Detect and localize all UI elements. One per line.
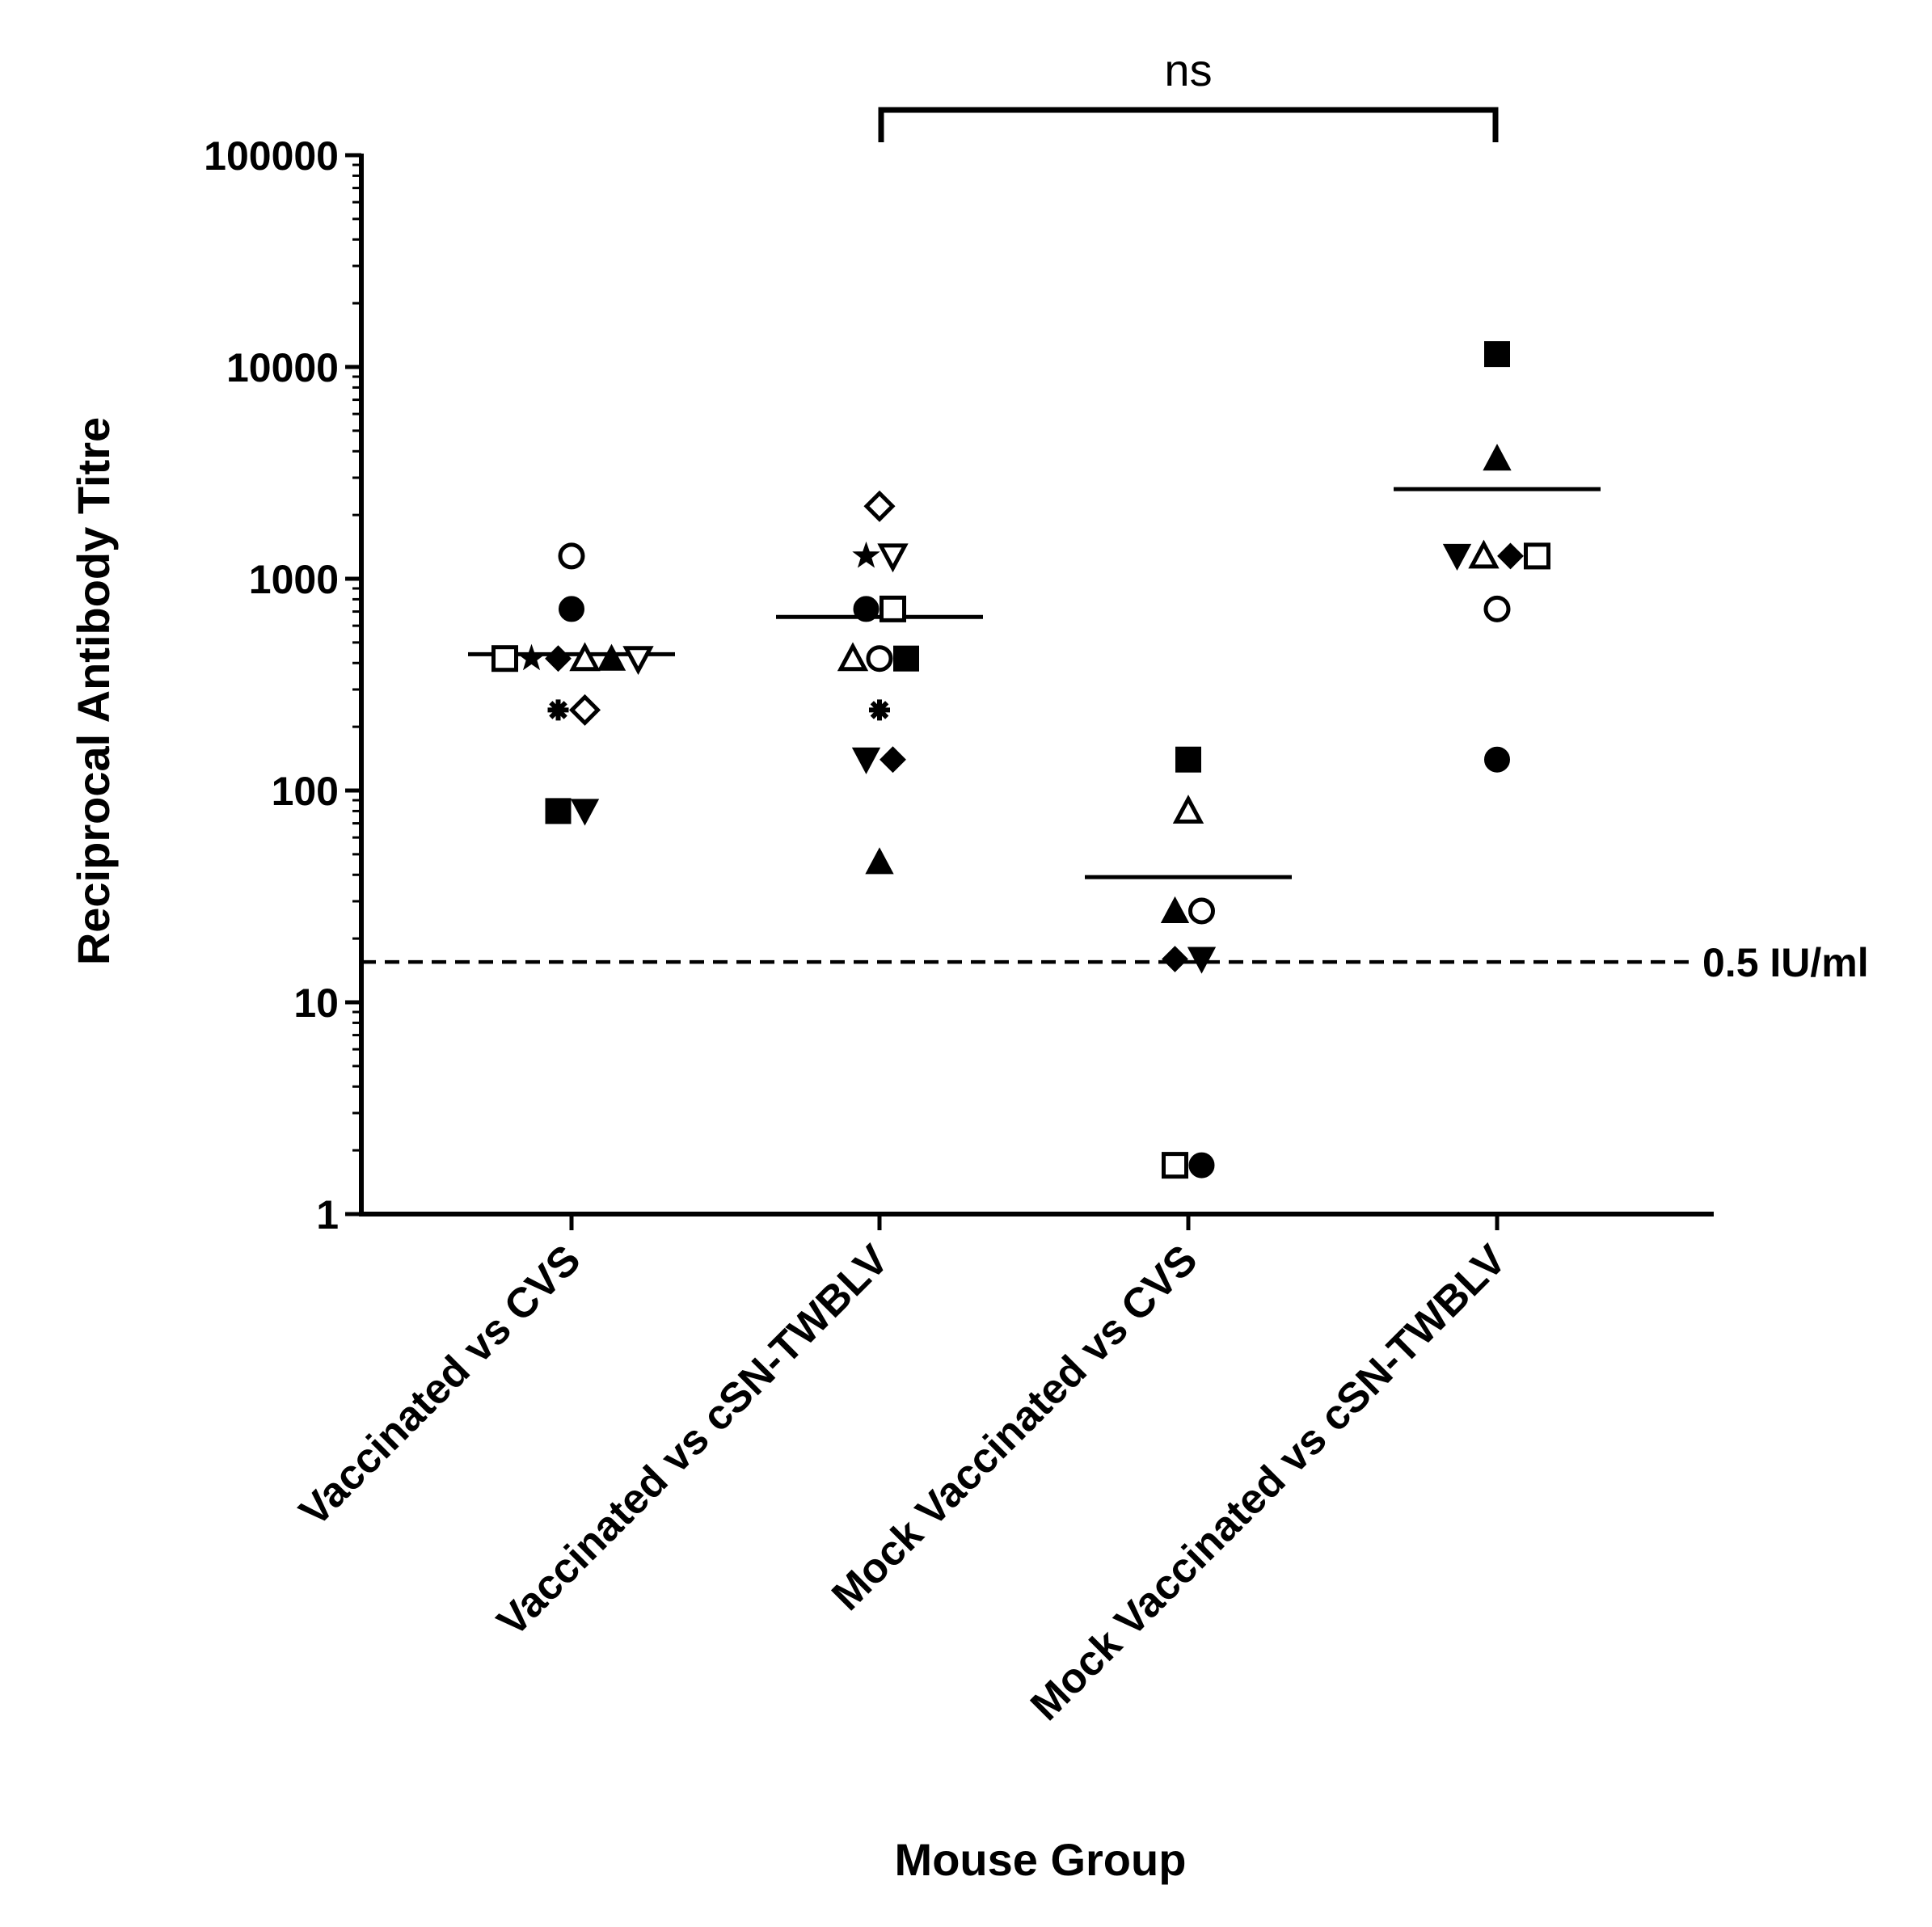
significance-label: ns	[1164, 44, 1212, 95]
square-open-marker	[1524, 542, 1550, 570]
circle-open-marker	[866, 645, 893, 673]
data-points	[491, 341, 1550, 1179]
diamond-open-marker	[863, 490, 896, 522]
square-filled-marker	[893, 645, 919, 672]
square-filled-marker	[1484, 341, 1510, 368]
diamond-open-marker	[568, 694, 601, 726]
mean-lines	[468, 487, 1601, 879]
triangle-up-open-marker	[1468, 539, 1500, 569]
circle-open-marker	[1483, 595, 1511, 622]
asterisk-marker	[869, 699, 890, 721]
triangle-down-filled-marker	[570, 799, 600, 826]
triangle-up-open-marker	[569, 642, 601, 672]
triangle-up-filled-marker	[865, 847, 894, 875]
asterisk-core	[875, 705, 884, 715]
significance-bracket	[878, 107, 1499, 142]
circle-open-marker	[1188, 897, 1215, 925]
reference-line-label: 0.5 IU/ml	[1702, 940, 1869, 985]
triangle-up-filled-marker	[597, 643, 626, 671]
square-filled-marker	[545, 798, 572, 824]
reference-line-group: 0.5 IU/ml	[361, 940, 1869, 985]
asterisk-marker	[547, 699, 569, 721]
square-open-marker	[1162, 1152, 1188, 1179]
square-filled-marker	[1175, 746, 1201, 773]
significance-bracket-group: ns	[878, 44, 1499, 142]
y-axis-ticks: 1 10 100 1000 10000 100000	[204, 133, 361, 1238]
circle-filled-marker	[853, 596, 880, 622]
x-axis-label: Mouse Group	[895, 1834, 1187, 1885]
x-tick-label: Vaccinated vs CVS	[290, 1236, 589, 1535]
triangle-up-filled-marker	[1160, 896, 1190, 923]
triangle-down-open-marker	[877, 543, 909, 573]
square-open-marker	[491, 645, 518, 673]
star-marker	[852, 541, 880, 568]
diamond-filled-marker	[1497, 542, 1524, 570]
diamond-filled-marker	[1162, 946, 1188, 972]
star-marker	[517, 643, 546, 671]
y-tick-label: 10000	[226, 345, 339, 390]
y-tick-label: 100000	[204, 133, 339, 179]
y-tick-label: 1000	[249, 557, 339, 602]
circle-open-marker	[558, 542, 585, 570]
triangle-up-open-marker	[837, 642, 869, 672]
y-tick-label: 1	[316, 1192, 339, 1238]
triangle-down-filled-marker	[851, 747, 881, 774]
x-tick-label: Mock Vaccinated vs CVS	[823, 1236, 1206, 1619]
triangle-up-open-marker	[1172, 795, 1204, 824]
square-open-marker	[880, 595, 906, 622]
triangle-down-filled-marker	[1187, 947, 1217, 974]
diamond-filled-marker	[545, 645, 572, 673]
triangle-down-open-marker	[622, 646, 654, 676]
x-tick-label: Mock Vaccinated vs cSN-TWBLV	[1022, 1236, 1516, 1730]
triangle-down-filled-marker	[1442, 543, 1472, 571]
y-axis-label: Reciprocal Antibody Titre	[68, 417, 119, 965]
asterisk-core	[553, 705, 563, 715]
axes	[359, 154, 1714, 1216]
circle-filled-marker	[1484, 746, 1510, 773]
diamond-filled-marker	[880, 746, 906, 774]
circle-filled-marker	[1188, 1152, 1215, 1179]
y-tick-label: 100	[272, 769, 339, 814]
y-tick-label: 10	[293, 980, 339, 1026]
triangle-up-filled-marker	[1483, 444, 1512, 471]
circle-filled-marker	[559, 596, 584, 622]
